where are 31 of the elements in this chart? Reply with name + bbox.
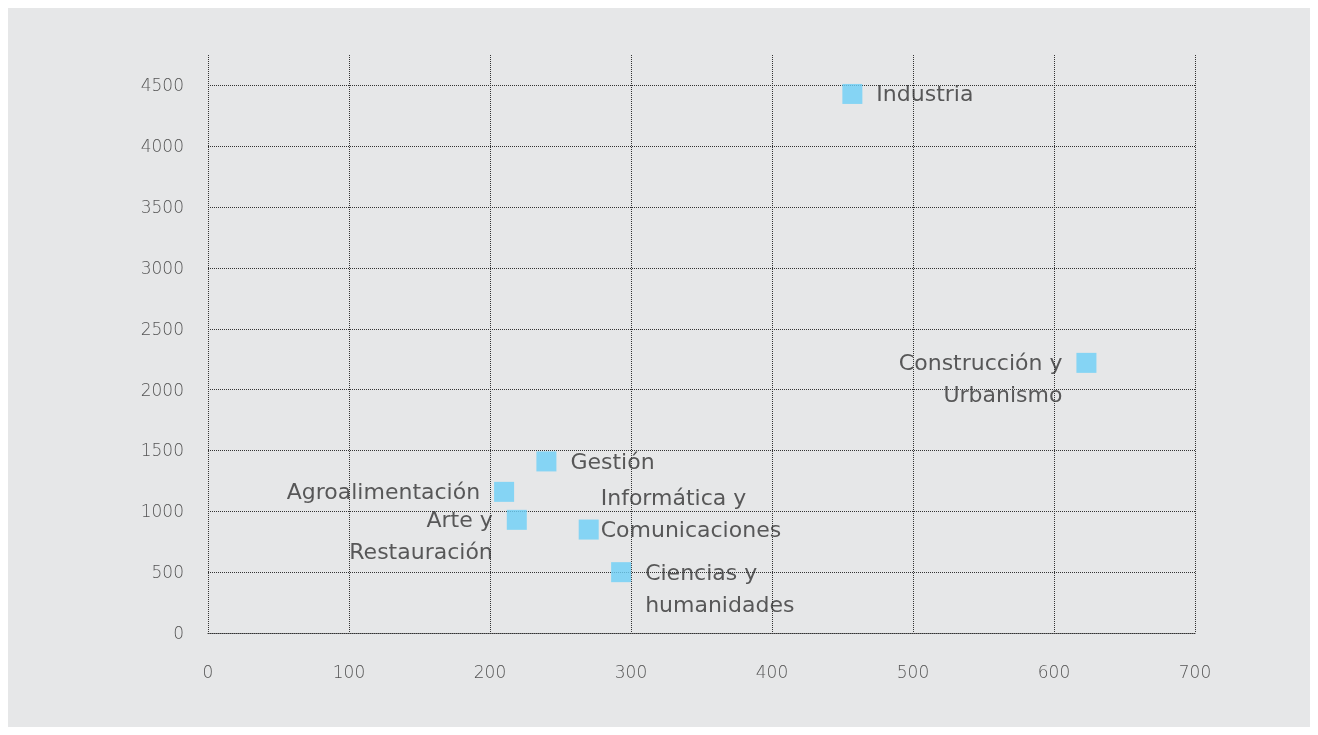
annotation: Informática y Comunicaciones [600, 485, 782, 543]
x-tick-label: 0 [202, 661, 214, 682]
annotation: Arte y Restauración [349, 507, 493, 565]
point [536, 451, 557, 472]
annotation: Agroalimentación [286, 479, 481, 505]
y-tick-label: 1000 [140, 501, 184, 522]
x-tick-label: 100 [332, 661, 366, 682]
y-tick-label: 500 [151, 562, 184, 583]
point [611, 562, 632, 583]
annotation: Industria [876, 81, 974, 107]
point [1076, 352, 1097, 373]
y-tick-label: 1500 [140, 440, 184, 461]
y-tick-label: 4000 [140, 136, 184, 157]
point [842, 83, 863, 104]
y-tick-label: 3000 [140, 257, 184, 278]
y-tick-label: 3500 [140, 197, 184, 218]
y-tick-label: 0 [173, 623, 184, 643]
point [578, 519, 599, 540]
y-tick-label: 2500 [140, 318, 184, 339]
y-tick-label: 2000 [140, 379, 184, 400]
x-tick-label: 200 [473, 661, 507, 682]
x-tick-label: 500 [896, 661, 930, 682]
annotation: Ciencias y humanidades [645, 559, 795, 617]
point [506, 509, 527, 530]
y-tick-label: 4500 [140, 75, 184, 96]
annotation: Gestión [570, 448, 655, 474]
x-tick-label: 300 [614, 661, 648, 682]
x-tick-label: 600 [1037, 661, 1071, 682]
x-tick-label: 400 [755, 661, 789, 682]
point [494, 481, 515, 502]
x-tick-label: 700 [1178, 661, 1212, 682]
